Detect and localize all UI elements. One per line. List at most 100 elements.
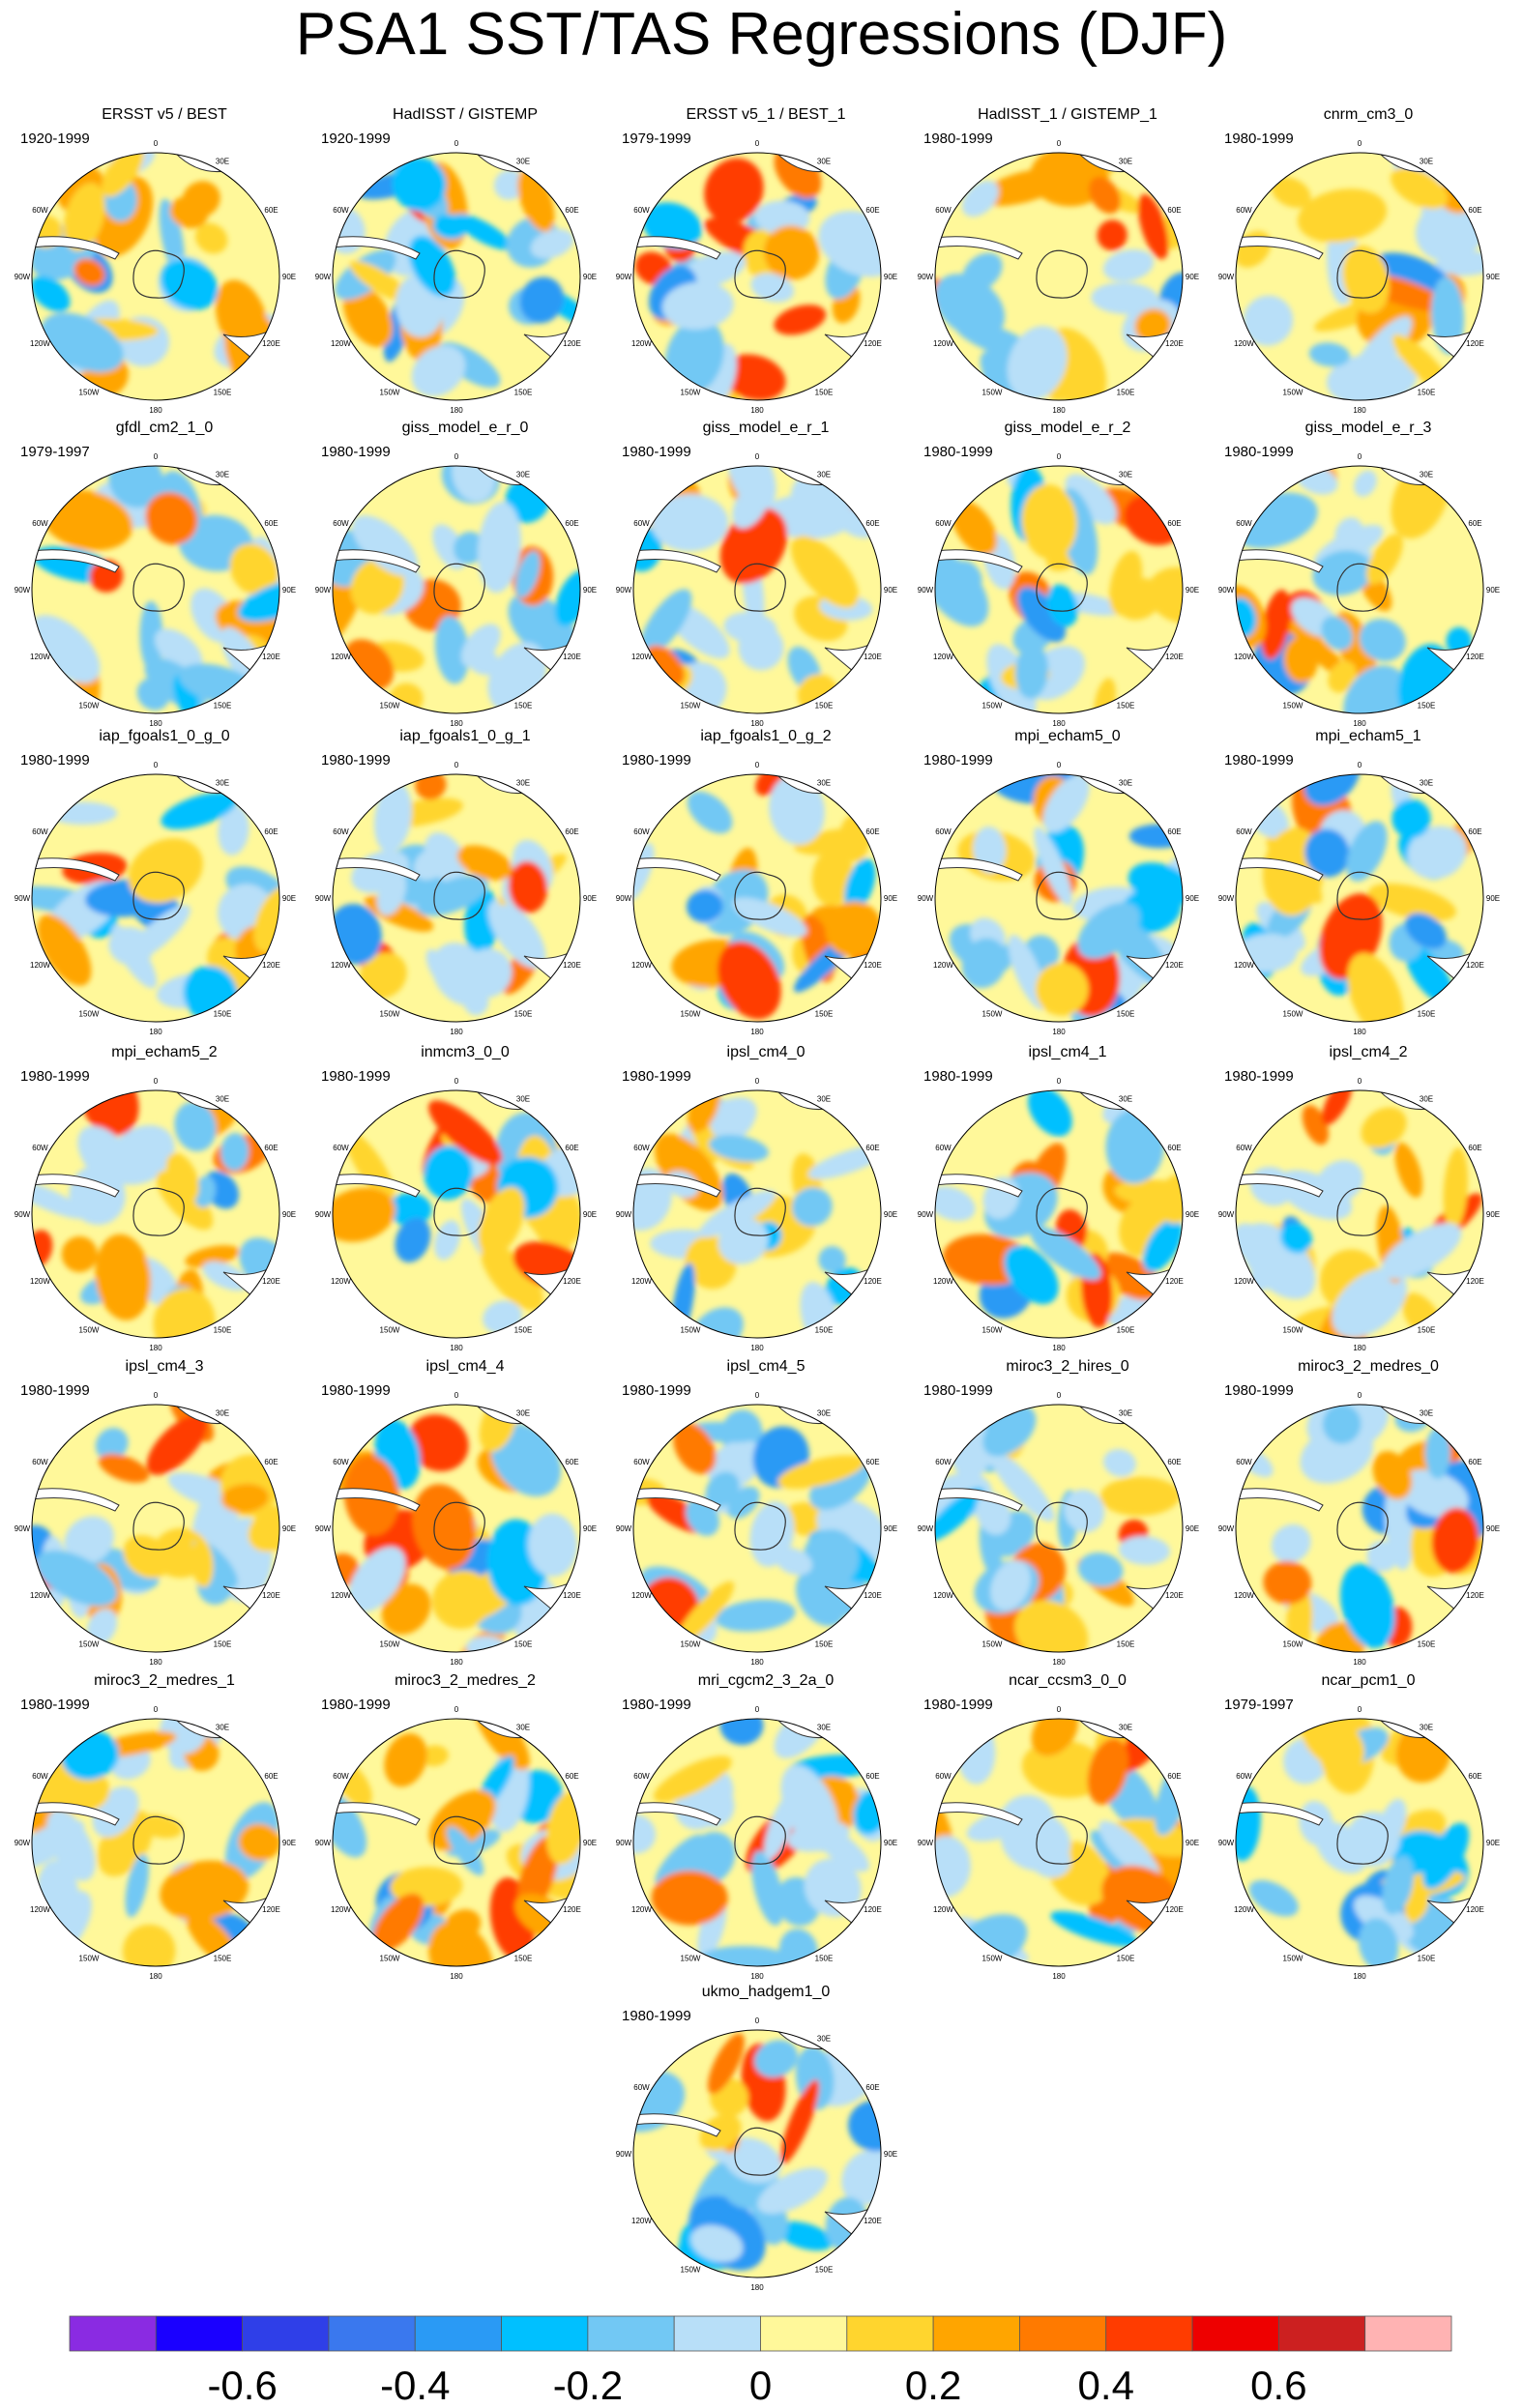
longitude-label: 90W [616,586,632,595]
longitude-label: 150E [815,2266,834,2275]
longitude-label: 90E [282,273,296,281]
longitude-label: 60E [264,1772,278,1781]
longitude-label: 120E [1466,653,1484,661]
longitude-label: 120E [262,1591,280,1600]
colorbar: -0.6 -0.4 -0.2 0 0.2 0.4 0.6 [69,2315,1452,2408]
longitude-label: 120E [262,1905,280,1914]
panel-period: 1980-1999 [1224,1068,1294,1085]
longitude-label: 150W [380,1010,400,1019]
polar-map: 0 30E 60E 90E 120E 150E 180 150W 120W 90W 60W [15,1705,296,1981]
longitude-label: 120E [563,1905,581,1914]
longitude-label: 120W [1234,339,1254,348]
map-panel: mpi_echam5_0 0 30E 60E 90E 120E 150E 180 150W 120… [918,728,1217,1047]
longitude-label: 60W [32,1458,48,1466]
longitude-label: 90E [884,586,897,595]
map-panel: gfdl_cm2_1_0 0 30E 60E 90E 120E 150E 180 150W 120… [15,420,314,739]
longitude-label: 0 [154,1705,159,1714]
panel-title: ipsl_cm4_1 [1028,1044,1107,1060]
longitude-label: 30E [1420,157,1433,165]
longitude-label: 0 [154,139,159,148]
longitude-label: 180 [450,406,463,415]
panel-period: 1980-1999 [923,1697,993,1713]
map-panel: HadISST_1 / GISTEMP_1 0 30E 60E 90E 120E 150E 1… [918,106,1217,425]
longitude-label: 90W [616,273,632,281]
panel-period: 1980-1999 [20,752,90,769]
panel-period: 1979-1997 [1224,1697,1294,1713]
longitude-label: 60E [1468,206,1481,215]
longitude-label: 150W [380,1326,400,1335]
longitude-label: 60W [935,519,952,528]
longitude-label: 90E [1186,894,1199,903]
longitude-label: 150E [214,389,232,397]
antarctica-outline [433,249,485,299]
panel-title: miroc3_2_medres_2 [395,1672,536,1689]
map-field [935,1090,1183,1338]
longitude-label: 30E [216,778,229,787]
longitude-label: 30E [1119,1408,1132,1417]
longitude-label: 60W [935,1772,952,1781]
map-panel: mpi_echam5_2 0 30E 60E 90E 120E 150E 180 150W 120… [15,1044,314,1363]
longitude-label: 60E [865,2083,879,2092]
polar-map: 0 30E 60E 90E 120E 150E 180 150W 120W 90W 60W [918,1705,1199,1981]
south-america-outline [32,236,120,260]
polar-map: 0 30E 60E 90E 120E 150E 180 150W 120W 90W 60W [918,1077,1199,1352]
longitude-label: 60W [633,206,650,215]
longitude-label: 90E [1186,273,1199,281]
antarctica-outline [132,1187,185,1236]
longitude-label: 60E [565,827,578,836]
longitude-label: 180 [1052,406,1066,415]
longitude-label: 120W [631,2217,652,2225]
antarctica-outline [433,1501,485,1551]
longitude-label: 150E [514,702,533,711]
panel-period: 1980-1999 [20,1382,90,1399]
map-field [333,1090,580,1338]
longitude-label: 60W [333,1772,349,1781]
colorbar-box [155,2315,244,2352]
longitude-label: 120E [1466,1905,1484,1914]
south-america-outline [935,1174,1023,1198]
panel-title: inmcm3_0_0 [421,1044,510,1060]
map-panel: ukmo_hadgem1_0 0 30E 60E 90E 120E 150E 180 150W 1… [616,1984,916,2303]
longitude-label: 120E [262,961,280,970]
longitude-label: 150W [982,1010,1003,1019]
longitude-label: 150W [681,389,701,397]
longitude-label: 150W [79,1955,100,1963]
longitude-label: 120E [563,1591,581,1600]
longitude-label: 90W [315,1210,332,1219]
south-america-outline [1236,1802,1324,1826]
colorbar-tick-label: 0.2 [905,2363,961,2408]
longitude-label: 0 [454,761,459,769]
colorbar-box [1105,2315,1193,2352]
longitude-label: 0 [755,1705,760,1714]
longitude-label: 120W [30,339,50,348]
longitude-label: 150W [681,1326,701,1335]
longitude-label: 180 [750,719,764,728]
panel-period: 1980-1999 [923,444,993,460]
map-panel: giss_model_e_r_1 0 30E 60E 90E 120E 150E 180 150… [616,420,916,739]
longitude-label: 90W [616,1524,632,1533]
longitude-label: 60E [1468,1772,1481,1781]
colorbar-tick-label: -0.2 [553,2363,623,2408]
longitude-label: 0 [1358,1391,1362,1400]
longitude-label: 60E [865,519,879,528]
longitude-label: 180 [149,1028,162,1036]
antarctica-outline [734,563,786,612]
panel-title: ERSST v5 / BEST [102,106,227,123]
longitude-label: 180 [149,406,162,415]
south-america-outline [1236,1174,1324,1198]
map-field [333,1405,580,1652]
longitude-label: 0 [1358,1077,1362,1086]
longitude-label: 120W [631,339,652,348]
map-panel: HadISST / GISTEMP 0 30E 60E 90E 120E 150E 180 15… [315,106,615,425]
antarctica-outline [132,249,185,299]
longitude-label: 60E [865,1458,879,1466]
longitude-label: 60W [32,206,48,215]
longitude-label: 90E [884,2150,897,2159]
longitude-label: 150E [514,1955,533,1963]
map-panel: inmcm3_0_0 0 30E 60E 90E 120E 150E 180 150W 120W 9… [315,1044,615,1363]
longitude-label: 90W [315,1839,332,1847]
longitude-label: 150E [214,1640,232,1649]
map-panel: ncar_pcm1_0 0 30E 60E 90E 120E 150E 180 150W 120W… [1218,1672,1518,1991]
panel-period: 1980-1999 [923,131,993,147]
map-panel: ipsl_cm4_0 0 30E 60E 90E 120E 150E 180 150W 120W 9… [616,1044,916,1363]
